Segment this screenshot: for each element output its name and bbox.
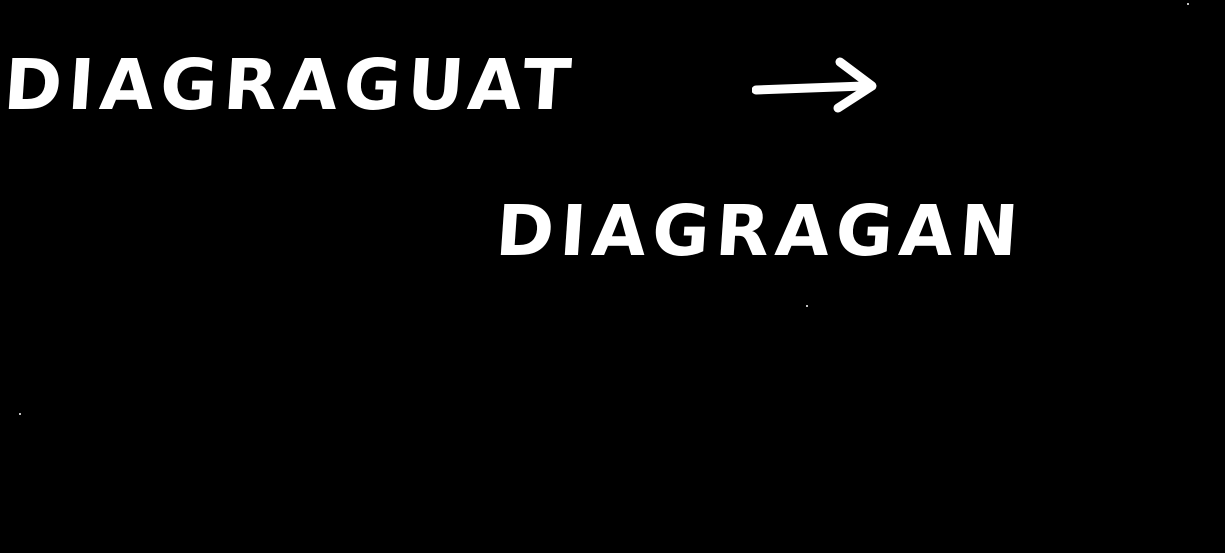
handwritten-word-diagraguat: DIAGRAGUAT [1, 44, 580, 126]
handwritten-word-diagragan: DIAGRAGAN [493, 190, 1027, 272]
ink-speck [806, 305, 808, 307]
ink-speck [19, 413, 21, 415]
ink-speck [1187, 3, 1189, 5]
right-arrow-icon [752, 57, 877, 113]
